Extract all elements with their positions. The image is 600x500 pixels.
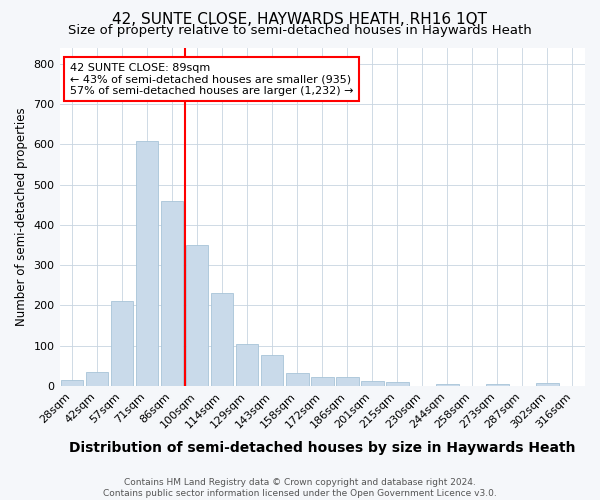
- Bar: [161, 200, 184, 386]
- Bar: [361, 381, 383, 386]
- Bar: [211, 292, 233, 386]
- Bar: [311, 377, 334, 386]
- Text: 42, SUNTE CLOSE, HAYWARDS HEATH, RH16 1QT: 42, SUNTE CLOSE, HAYWARDS HEATH, RH16 1Q…: [113, 12, 487, 28]
- Bar: [136, 142, 158, 386]
- Text: 42 SUNTE CLOSE: 89sqm
← 43% of semi-detached houses are smaller (935)
57% of sem: 42 SUNTE CLOSE: 89sqm ← 43% of semi-deta…: [70, 62, 353, 96]
- Bar: [186, 245, 208, 386]
- Bar: [236, 344, 259, 386]
- Bar: [261, 354, 283, 386]
- Bar: [536, 383, 559, 386]
- Text: Size of property relative to semi-detached houses in Haywards Heath: Size of property relative to semi-detach…: [68, 24, 532, 37]
- Bar: [86, 372, 109, 386]
- Y-axis label: Number of semi-detached properties: Number of semi-detached properties: [15, 108, 28, 326]
- X-axis label: Distribution of semi-detached houses by size in Haywards Heath: Distribution of semi-detached houses by …: [69, 441, 575, 455]
- Text: Contains HM Land Registry data © Crown copyright and database right 2024.
Contai: Contains HM Land Registry data © Crown c…: [103, 478, 497, 498]
- Bar: [111, 302, 133, 386]
- Bar: [61, 380, 83, 386]
- Bar: [436, 384, 458, 386]
- Bar: [286, 373, 308, 386]
- Bar: [336, 377, 359, 386]
- Bar: [386, 382, 409, 386]
- Bar: [486, 384, 509, 386]
